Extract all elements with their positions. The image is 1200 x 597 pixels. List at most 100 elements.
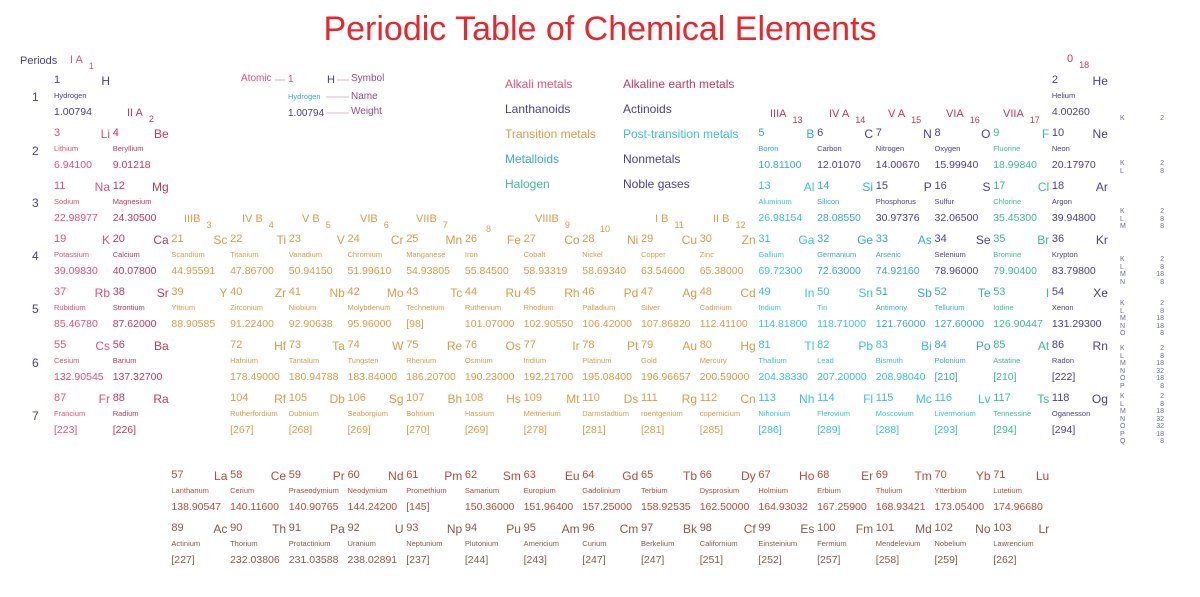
element-cell-pu[interactable]: 94 Pu Plutonium [244] — [465, 522, 521, 572]
element-cell-s[interactable]: 16 S Sulfur 32.06500 — [935, 180, 991, 230]
element-cell-ni[interactable]: 28 Ni Nickel 58.69340 — [582, 233, 638, 283]
element-cell-rg[interactable]: 111 Rg roentgenium [281] — [641, 392, 697, 442]
element-cell-bi[interactable]: 83 Bi Bismuth 208.98040 — [876, 339, 932, 389]
element-cell-pt[interactable]: 78 Pt Platinum 195.08400 — [582, 339, 638, 389]
element-cell-mg[interactable]: 12 Mg Magnesium 24.30500 — [113, 180, 169, 230]
element-cell-np[interactable]: 93 Np Neptunium [237] — [406, 522, 462, 572]
element-cell-as[interactable]: 33 As Arsenic 74.92160 — [876, 233, 932, 283]
element-cell-nd[interactable]: 60 Nd Neodymium 144.24200 — [348, 469, 404, 519]
element-cell-pr[interactable]: 59 Pr Praseodymium 140.90765 — [289, 469, 345, 519]
element-cell-fm[interactable]: 100 Fm Fermium [257] — [817, 522, 873, 572]
element-cell-mn[interactable]: 25 Mn Manganese 54.93805 — [406, 233, 462, 283]
element-cell-pd[interactable]: 46 Pd Palladium 106.42000 — [582, 286, 638, 336]
element-cell-hf[interactable]: 72 Hf Hafnium 178.49000 — [230, 339, 286, 389]
element-cell-ar[interactable]: 18 Ar Argon 39.94800 — [1052, 180, 1108, 230]
element-cell-dy[interactable]: 66 Dy Dysprosium 162.50000 — [700, 469, 756, 519]
element-cell-sb[interactable]: 51 Sb Antimony 121.76000 — [876, 286, 932, 336]
element-cell-gd[interactable]: 64 Gd Gadolinium 157.25000 — [582, 469, 638, 519]
element-cell-au[interactable]: 79 Au Gold 196.96657 — [641, 339, 697, 389]
element-cell-u[interactable]: 92 U Uranium 238.02891 — [348, 522, 404, 572]
element-cell-b[interactable]: 5 B Boron 10.81100 — [758, 127, 814, 177]
element-cell-ds[interactable]: 110 Ds Darmstadtium [281] — [582, 392, 638, 442]
element-cell-ge[interactable]: 32 Ge Germanium 72.63000 — [817, 233, 873, 283]
element-cell-es[interactable]: 99 Es Einsteinium [252] — [758, 522, 814, 572]
element-cell-mo[interactable]: 42 Mo Molybdenum 95.96000 — [348, 286, 404, 336]
element-cell-co[interactable]: 27 Co Cobalt 58.93319 — [524, 233, 580, 283]
element-cell-al[interactable]: 13 Al Aluminum 26.98154 — [758, 180, 814, 230]
element-cell-lu[interactable]: 71 Lu Lutetium 174.96680 — [993, 469, 1049, 519]
element-cell-ts[interactable]: 117 Ts Tennessine [294] — [993, 392, 1049, 442]
element-cell-sc[interactable]: 21 Sc Scandium 44.95591 — [171, 233, 227, 283]
element-cell-cn[interactable]: 112 Cn copernicium [285] — [700, 392, 756, 442]
element-cell-tb[interactable]: 65 Tb Terbium 158.92535 — [641, 469, 697, 519]
element-cell-ca[interactable]: 20 Ca Calcium 40.07800 — [113, 233, 169, 283]
element-cell-rb[interactable]: 37 Rb Rubidium 85.46780 — [54, 286, 110, 336]
element-cell-db[interactable]: 105 Db Dubnium [268] — [289, 392, 345, 442]
element-cell-v[interactable]: 23 V Vanadium 50.94150 — [289, 233, 345, 283]
element-cell-sg[interactable]: 106 Sg Seaborgium [269] — [348, 392, 404, 442]
element-cell-sm[interactable]: 62 Sm Samarium 150.36000 — [465, 469, 521, 519]
element-cell-ho[interactable]: 67 Ho Holmium 164.93032 — [758, 469, 814, 519]
element-cell-ra[interactable]: 88 Ra Radium [226] — [113, 392, 169, 442]
element-cell-o[interactable]: 8 O Oxygen 15.99940 — [935, 127, 991, 177]
element-cell-mc[interactable]: 115 Mc Moscovium [288] — [876, 392, 932, 442]
element-cell-xe[interactable]: 54 Xe Xenon 131.29300 — [1052, 286, 1108, 336]
element-cell-eu[interactable]: 63 Eu Europium 151.96400 — [524, 469, 580, 519]
element-cell-li[interactable]: 3 Li Lithium 6.94100 — [54, 127, 110, 177]
element-cell-am[interactable]: 95 Am Americium [243] — [524, 522, 580, 572]
element-cell-tm[interactable]: 69 Tm Thulium 168.93421 — [876, 469, 932, 519]
element-cell-at[interactable]: 85 At Astatine [210] — [993, 339, 1049, 389]
element-cell-be[interactable]: 4 Be Beryllium 9.01218 — [113, 127, 169, 177]
element-cell-in[interactable]: 49 In Indium 114.81800 — [758, 286, 814, 336]
element-cell-cu[interactable]: 29 Cu Copper 63.54600 — [641, 233, 697, 283]
element-cell-cf[interactable]: 98 Cf Californium [251] — [700, 522, 756, 572]
element-cell-ti[interactable]: 22 Ti Titanium 47.86700 — [230, 233, 286, 283]
element-cell-po[interactable]: 84 Po Polonium [210] — [935, 339, 991, 389]
element-cell-rf[interactable]: 104 Rf Rutherfordium [267] — [230, 392, 286, 442]
element-cell-re[interactable]: 75 Re Rhenium 186.20700 — [406, 339, 462, 389]
element-cell-sn[interactable]: 50 Sn Tin 118.71000 — [817, 286, 873, 336]
element-cell-zn[interactable]: 30 Zn Zinc 65.38000 — [700, 233, 756, 283]
element-cell-ac[interactable]: 89 Ac Actinium [227] — [171, 522, 227, 572]
element-cell-zr[interactable]: 40 Zr Zirconium 91.22400 — [230, 286, 286, 336]
element-cell-cr[interactable]: 24 Cr Chromium 51.99610 — [348, 233, 404, 283]
element-cell-he[interactable]: 2 He Helium 4.00260 — [1052, 74, 1108, 124]
element-cell-bk[interactable]: 97 Bk Berkelium [247] — [641, 522, 697, 572]
element-cell-la[interactable]: 57 La Lanthanum 138.90547 — [171, 469, 227, 519]
element-cell-ta[interactable]: 73 Ta Tantalum 180.94788 — [289, 339, 345, 389]
element-cell-c[interactable]: 6 C Carbon 12.01070 — [817, 127, 873, 177]
element-cell-cd[interactable]: 48 Cd Cadmium 112.41100 — [700, 286, 756, 336]
element-cell-ru[interactable]: 44 Ru Ruthenium 101.07000 — [465, 286, 521, 336]
element-cell-og[interactable]: 118 Og Oganesson [294] — [1052, 392, 1108, 442]
element-cell-nb[interactable]: 41 Nb Niobium 92.90638 — [289, 286, 345, 336]
element-cell-hs[interactable]: 108 Hs Hassium [269] — [465, 392, 521, 442]
element-cell-k[interactable]: 19 K Potassium 39.09830 — [54, 233, 110, 283]
element-cell-p[interactable]: 15 P Phosphorus 30.97376 — [876, 180, 932, 230]
element-cell-cl[interactable]: 17 Cl Chlorine 35.45300 — [993, 180, 1049, 230]
element-cell-kr[interactable]: 36 Kr Krypton 83.79800 — [1052, 233, 1108, 283]
element-cell-y[interactable]: 39 Y Yttrium 88.90585 — [171, 286, 227, 336]
element-cell-th[interactable]: 90 Th Thorium 232.03806 — [230, 522, 286, 572]
element-cell-h[interactable]: 1 H Hydrogen 1.00794 — [54, 74, 110, 124]
element-cell-tc[interactable]: 43 Tc Technetium [98] — [406, 286, 462, 336]
element-cell-hg[interactable]: 80 Hg Mercury 200.59000 — [700, 339, 756, 389]
element-cell-pb[interactable]: 82 Pb Lead 207.20000 — [817, 339, 873, 389]
element-cell-tl[interactable]: 81 Tl Thallium 204.38330 — [758, 339, 814, 389]
element-cell-w[interactable]: 74 W Tungsten 183.84000 — [348, 339, 404, 389]
element-cell-er[interactable]: 68 Er Erbium 167.25900 — [817, 469, 873, 519]
element-cell-md[interactable]: 101 Md Mendelevium [258] — [876, 522, 932, 572]
element-cell-ne[interactable]: 10 Ne Neon 20.17970 — [1052, 127, 1108, 177]
element-cell-f[interactable]: 9 F Fluorine 18.99840 — [993, 127, 1049, 177]
element-cell-ir[interactable]: 77 Ir Iridium 192.21700 — [524, 339, 580, 389]
element-cell-te[interactable]: 52 Te Tellurium 127.60000 — [935, 286, 991, 336]
element-cell-yb[interactable]: 70 Yb Ytterbium 173.05400 — [935, 469, 991, 519]
element-cell-i[interactable]: 53 I Iodine 126.90447 — [993, 286, 1049, 336]
element-cell-na[interactable]: 11 Na Sodium 22.98977 — [54, 180, 110, 230]
element-cell-mt[interactable]: 109 Mt Meitnerium [278] — [524, 392, 580, 442]
element-cell-si[interactable]: 14 Si Silicon 28.08550 — [817, 180, 873, 230]
element-cell-os[interactable]: 76 Os Osmium 190.23000 — [465, 339, 521, 389]
element-cell-sr[interactable]: 38 Sr Strontium 87.62000 — [113, 286, 169, 336]
element-cell-cs[interactable]: 55 Cs Cesium 132.90545 — [54, 339, 110, 389]
element-cell-rh[interactable]: 45 Rh Rhodium 102.90550 — [524, 286, 580, 336]
element-cell-pm[interactable]: 61 Pm Promethium [145] — [406, 469, 462, 519]
